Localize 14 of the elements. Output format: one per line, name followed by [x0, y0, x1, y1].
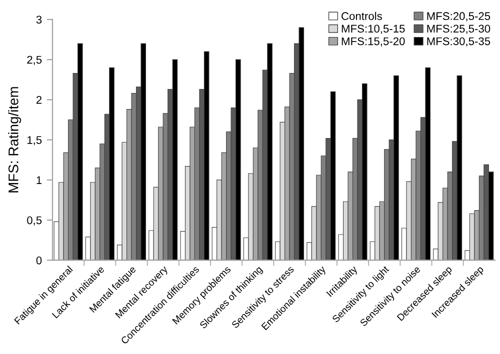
y-tick-label: 0 — [36, 256, 42, 264]
y-tick-label: 1,5 — [27, 136, 42, 146]
legend-label: Controls — [342, 12, 382, 20]
y-axis-title: MFS: Rating/item — [8, 87, 22, 192]
legend-label: MFS:10,5-15 — [342, 24, 405, 34]
legend-label: MFS:25,5-30 — [427, 24, 490, 34]
legend-label: MFS:20,5-25 — [427, 12, 490, 22]
legend-label: MFS:30,5-35 — [427, 37, 490, 47]
y-tick-label: 2,5 — [27, 56, 42, 66]
y-tick-label: 0,5 — [27, 216, 42, 226]
legend-label: MFS:15,5-20 — [342, 37, 405, 47]
y-tick-label: 1 — [36, 176, 42, 184]
y-tick-label: 2 — [36, 96, 42, 104]
y-tick-label: 3 — [36, 16, 42, 24]
